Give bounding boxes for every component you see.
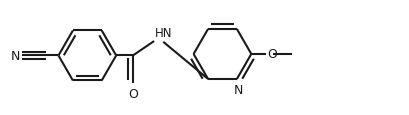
Text: N: N [233, 83, 243, 96]
Text: O: O [267, 48, 276, 61]
Text: N: N [10, 50, 20, 62]
Text: HN: HN [155, 27, 172, 39]
Text: O: O [128, 88, 137, 101]
